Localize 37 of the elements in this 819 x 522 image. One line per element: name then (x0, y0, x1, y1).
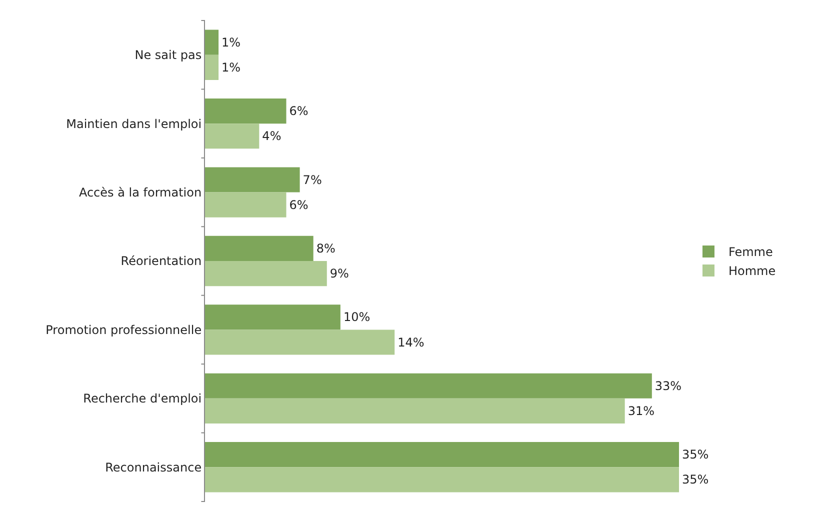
bar (205, 236, 314, 261)
bar (205, 304, 340, 330)
bar (205, 167, 300, 192)
data-label: 1% (222, 60, 241, 74)
data-label: 1% (222, 35, 241, 50)
y-tick-label: Reconnaissance (105, 460, 202, 474)
data-label: 9% (330, 266, 349, 281)
bar (205, 54, 219, 80)
data-label: 35% (682, 448, 709, 462)
data-label: 6% (289, 198, 308, 212)
data-label: 31% (628, 404, 654, 418)
bar (205, 30, 219, 55)
data-label: 7% (302, 172, 322, 187)
bar (205, 373, 652, 398)
data-label: 14% (398, 335, 424, 350)
bar (205, 467, 679, 492)
bar (205, 124, 260, 149)
bar (205, 98, 286, 124)
data-label: 35% (682, 472, 709, 487)
data-label: 6% (289, 104, 308, 118)
y-tick-label: Réorientation (120, 254, 202, 268)
y-tick-label: Ne sait pas (134, 48, 202, 62)
y-tick-label: Recherche d'emploi (83, 392, 202, 406)
y-tick-label: Promotion professionnelle (46, 322, 202, 337)
bar (205, 192, 286, 218)
y-tick-label: Accès à la formation (78, 185, 202, 200)
y-tick-label: Maintien dans l'emploi (66, 116, 202, 131)
legend-label: Femme (728, 245, 773, 260)
data-label: 33% (654, 378, 682, 393)
bar (205, 330, 395, 355)
bar (205, 398, 625, 424)
data-label: 8% (316, 241, 336, 256)
bar (205, 261, 327, 286)
data-label: 10% (343, 310, 370, 324)
data-label: 4% (262, 129, 282, 144)
bar (205, 442, 679, 468)
legend-label: Homme (728, 264, 776, 278)
